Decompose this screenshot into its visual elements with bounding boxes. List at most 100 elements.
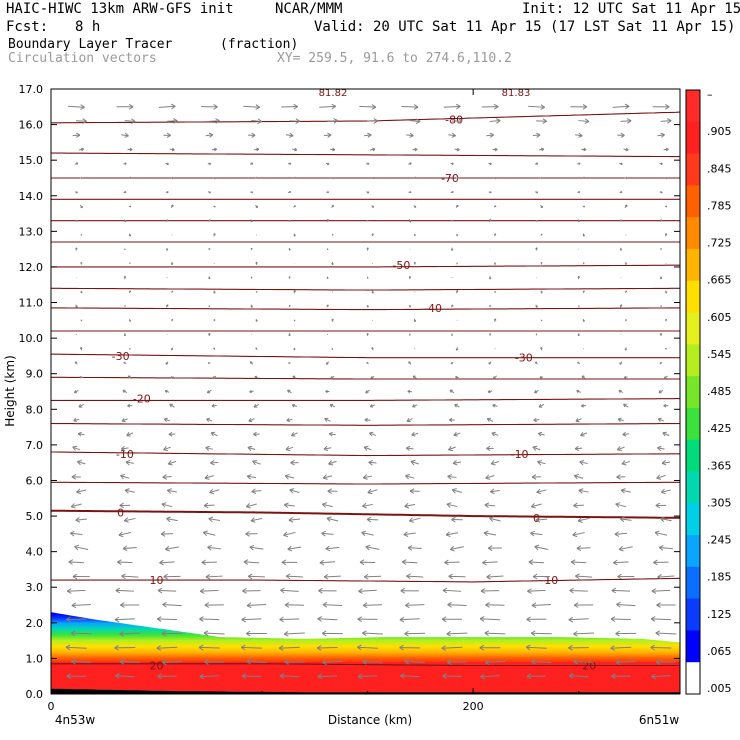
vector-head xyxy=(540,262,543,264)
vector-shaft xyxy=(77,461,86,465)
vector-arrow xyxy=(319,559,336,566)
vector-arrow xyxy=(255,204,258,209)
vector-shaft xyxy=(651,675,671,678)
vector-arrow xyxy=(451,333,454,336)
vector-shaft xyxy=(526,646,547,649)
vector-arrow xyxy=(118,531,131,538)
vector-arrow xyxy=(250,191,254,194)
vector-arrow xyxy=(156,645,178,651)
temperature-contour xyxy=(51,481,680,485)
vector-arrow xyxy=(480,673,500,680)
vector-arrow xyxy=(247,132,256,138)
vector-shaft xyxy=(577,517,590,522)
vector-shaft xyxy=(158,105,176,108)
vector-head xyxy=(246,474,252,480)
vector-arrow xyxy=(483,530,497,537)
vector-shaft xyxy=(162,603,182,607)
vector-arrow xyxy=(292,375,297,379)
vector-arrow xyxy=(533,417,540,423)
vector-arrow xyxy=(164,389,170,394)
vector-head xyxy=(653,559,658,566)
vector-head xyxy=(213,319,216,321)
vector-arrow xyxy=(405,445,414,451)
vector-head xyxy=(660,488,666,495)
vector-head xyxy=(202,530,208,537)
vector-arrow xyxy=(207,544,222,551)
vector-arrow xyxy=(623,403,629,408)
temperature-contour xyxy=(51,376,680,380)
vector-shaft xyxy=(486,134,494,137)
vector-shaft xyxy=(115,675,135,678)
vector-arrow xyxy=(209,118,220,124)
vector-head xyxy=(400,673,405,679)
vector-arrow xyxy=(165,361,169,365)
vector-head xyxy=(82,118,87,124)
vector-head xyxy=(119,658,125,665)
vector-head xyxy=(199,673,205,680)
vector-arrow xyxy=(79,176,83,180)
vector-shaft xyxy=(281,106,298,108)
vector-head xyxy=(531,658,536,665)
vector-shaft xyxy=(531,604,551,607)
vector-shaft xyxy=(156,646,178,649)
vector-shaft xyxy=(447,661,467,663)
vector-arrow xyxy=(575,573,593,580)
vector-arrow xyxy=(527,588,546,594)
vector-arrow xyxy=(579,459,588,466)
vector-arrow xyxy=(582,290,585,294)
vector-shaft xyxy=(444,561,460,564)
vector-head xyxy=(68,559,74,565)
vector-shaft xyxy=(248,418,255,422)
vector-arrow xyxy=(281,103,299,110)
colorbar-label: .545 xyxy=(707,348,732,361)
vector-arrow xyxy=(164,545,179,552)
vector-arrow xyxy=(163,417,171,422)
vector-shaft xyxy=(363,134,372,137)
vector-head xyxy=(120,445,126,452)
vector-head xyxy=(75,162,79,165)
colorbar-swatch xyxy=(686,185,700,218)
colorbar-swatch xyxy=(686,312,700,345)
vector-shaft xyxy=(573,661,594,663)
vector-head xyxy=(71,602,77,609)
vector-head xyxy=(455,290,459,293)
vector-head xyxy=(534,544,540,551)
vector-head xyxy=(536,220,538,222)
vector-shaft xyxy=(121,418,128,422)
vector-shaft xyxy=(482,561,498,564)
vector-arrow xyxy=(366,276,369,279)
vector-shaft xyxy=(364,575,382,578)
colorbar-swatch xyxy=(686,217,700,250)
vector-arrow xyxy=(577,219,580,223)
vector-head xyxy=(617,417,622,422)
vector-arrow xyxy=(122,389,128,394)
vector-shaft xyxy=(203,632,225,635)
vector-arrow xyxy=(370,375,375,379)
vector-head xyxy=(486,417,491,422)
vector-head xyxy=(536,162,539,165)
vector-head xyxy=(449,389,453,393)
vector-head xyxy=(114,616,120,623)
vector-shaft xyxy=(528,561,545,564)
vector-head xyxy=(251,191,254,194)
vector-arrow xyxy=(201,104,218,110)
colorbar-label: .245 xyxy=(707,534,732,547)
vector-head xyxy=(535,516,541,523)
vector-head xyxy=(577,517,583,523)
vector-head xyxy=(413,261,417,264)
colorbar-label: – xyxy=(707,88,713,101)
vector-arrow xyxy=(359,104,377,110)
vector-shaft xyxy=(289,489,300,494)
vector-arrow xyxy=(76,459,86,466)
vector-head xyxy=(165,304,169,307)
vector-head xyxy=(615,659,621,666)
vector-arrow xyxy=(321,530,334,537)
vector-head xyxy=(206,390,211,394)
colorbar-label: .185 xyxy=(707,571,732,584)
vector-shaft xyxy=(485,604,505,606)
vector-head xyxy=(621,460,627,466)
contour-label: -70 xyxy=(441,172,459,185)
vector-head xyxy=(485,602,490,608)
vector-head xyxy=(362,474,368,480)
vector-arrow xyxy=(530,630,552,637)
